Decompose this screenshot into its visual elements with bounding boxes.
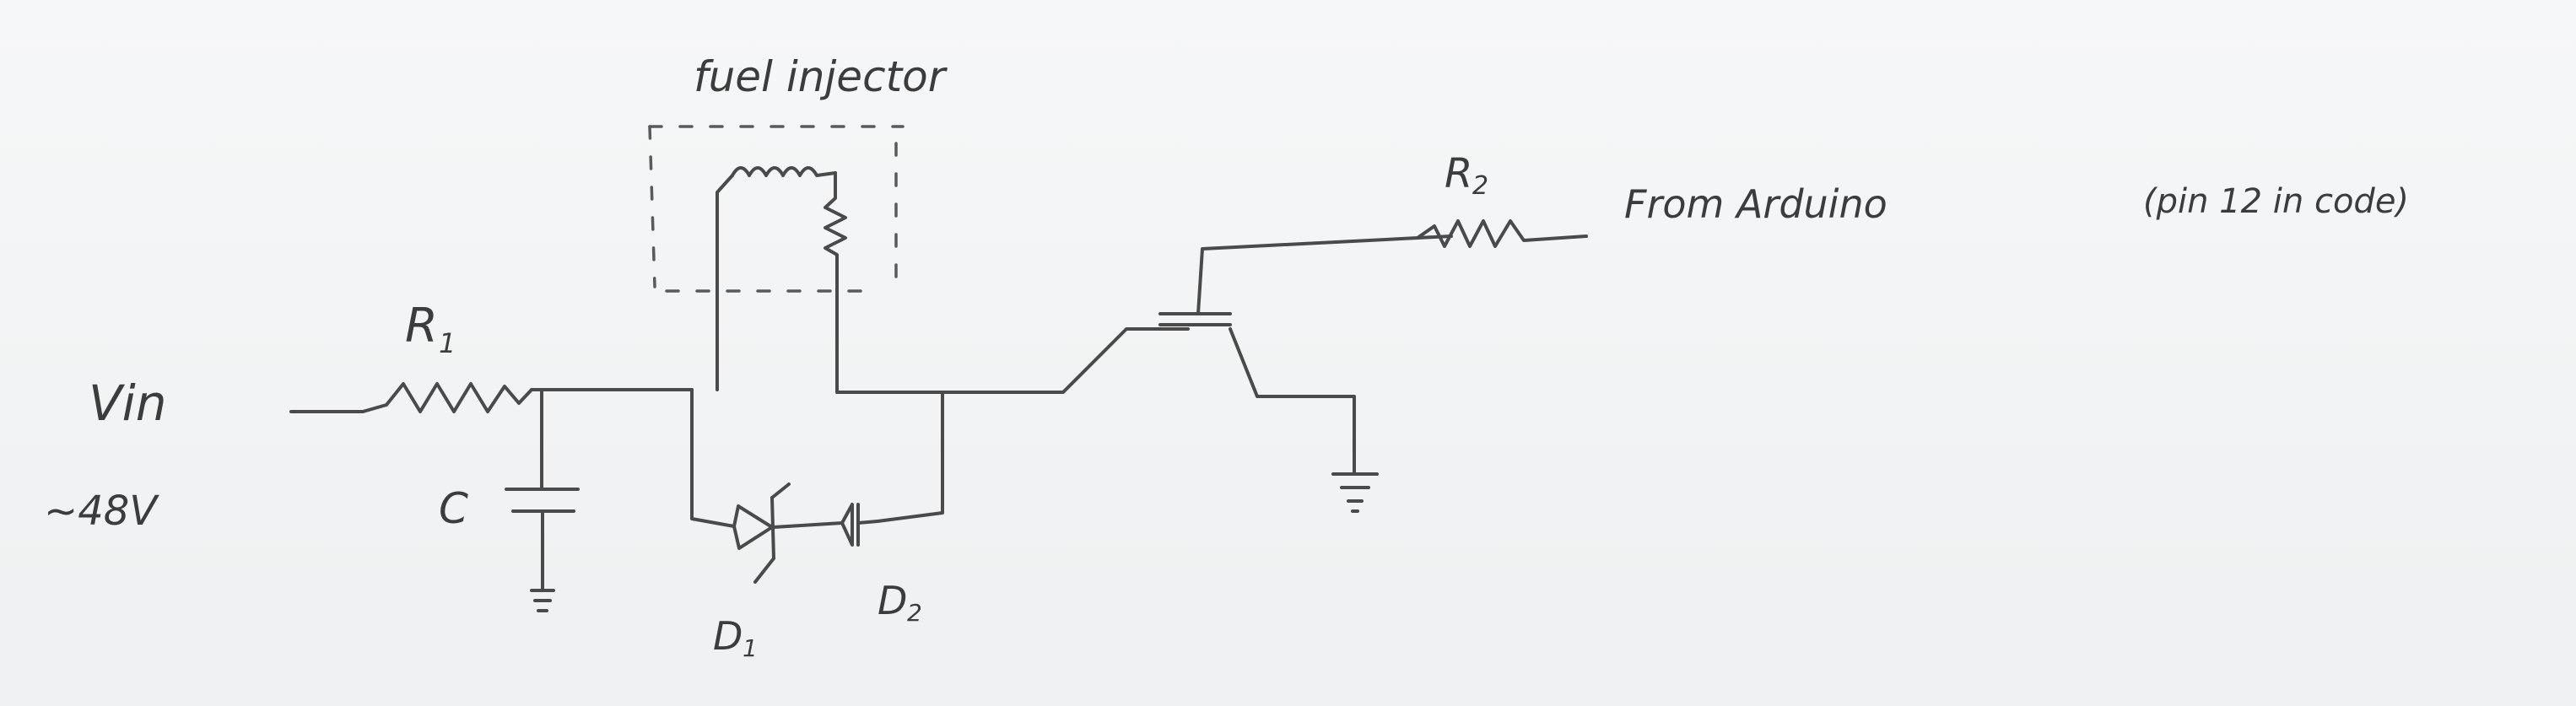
inductor-coil [716,166,837,391]
drain-wire [835,327,1190,394]
fuel-injector-label: fuel injector [694,52,948,101]
diode-branch [690,388,944,528]
vin-value-label: ~48V [44,488,159,535]
diode-d2 [840,503,879,547]
vin-label: Vin [89,375,167,432]
source-note-label: (pin 12 in code) [2143,182,2409,221]
source-label: From Arduino [1624,181,1887,227]
d1-subscript: 1 [743,634,758,662]
r2-label: R [1445,150,1472,197]
r1-subscript: 1 [439,327,456,359]
d2-label: D [878,578,907,623]
d2-subscript: 2 [907,599,922,627]
injector-resistor [824,171,847,394]
mosfet [1158,234,1453,474]
r2-subscript: 2 [1472,171,1488,201]
capacitor-label: C [439,484,468,533]
resistor-r1 [361,382,533,413]
r1-label: R [405,299,438,353]
zener-diode-d1 [732,482,844,584]
d1-label: D [713,613,743,659]
capacitor-c [505,388,580,592]
ground-mosfet [1331,472,1379,513]
fuel-injector-box [648,125,905,293]
ground-capacitor [530,589,555,612]
resistor-r2 [1416,219,1588,248]
